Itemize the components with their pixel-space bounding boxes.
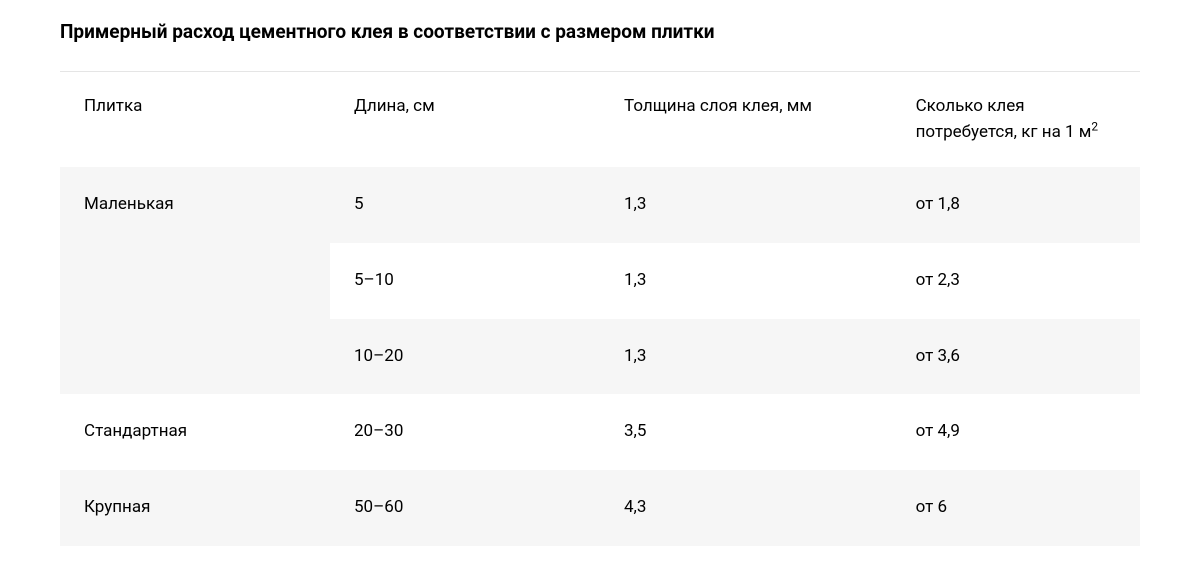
cell-length: 20–30 [330, 394, 600, 470]
table-row: Стандартная 20–30 3,5 от 4,9 [60, 394, 1140, 470]
table-row: 10–20 1,3 от 3,6 [60, 319, 1140, 395]
table-row: Маленькая 5 1,3 от 1,8 [60, 167, 1140, 243]
cell-thickness: 1,3 [600, 319, 892, 395]
cell-length: 50–60 [330, 470, 600, 546]
table-row: 5–10 1,3 от 2,3 [60, 243, 1140, 319]
table-title: Примерный расход цементного клея в соотв… [60, 20, 1140, 71]
cell-tile [60, 319, 330, 395]
cell-thickness: 3,5 [600, 394, 892, 470]
table-header-row: Плитка Длина, см Толщина слоя клея, мм С… [60, 72, 1140, 168]
cell-amount: от 1,8 [892, 167, 1140, 243]
cell-amount: от 6 [892, 470, 1140, 546]
adhesive-table: Плитка Длина, см Толщина слоя клея, мм С… [60, 71, 1140, 546]
cell-length: 10–20 [330, 319, 600, 395]
cell-thickness: 1,3 [600, 167, 892, 243]
col-header-amount-text: Сколько клея потребуется, кг на 1 м [916, 96, 1092, 142]
table-row: Крупная 50–60 4,3 от 6 [60, 470, 1140, 546]
cell-tile: Стандартная [60, 394, 330, 470]
cell-tile [60, 243, 330, 319]
col-header-thickness: Толщина слоя клея, мм [600, 72, 892, 168]
cell-amount: от 3,6 [892, 319, 1140, 395]
col-header-amount: Сколько клея потребуется, кг на 1 м2 [892, 72, 1140, 168]
cell-thickness: 1,3 [600, 243, 892, 319]
cell-amount: от 2,3 [892, 243, 1140, 319]
cell-length: 5 [330, 167, 600, 243]
col-header-length: Длина, см [330, 72, 600, 168]
col-header-amount-sup: 2 [1091, 119, 1098, 133]
cell-tile: Маленькая [60, 167, 330, 243]
cell-amount: от 4,9 [892, 394, 1140, 470]
cell-tile: Крупная [60, 470, 330, 546]
cell-length: 5–10 [330, 243, 600, 319]
col-header-tile: Плитка [60, 72, 330, 168]
cell-thickness: 4,3 [600, 470, 892, 546]
